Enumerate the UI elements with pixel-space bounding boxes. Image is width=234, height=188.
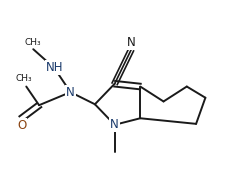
Text: O: O [17, 119, 26, 132]
Text: CH₃: CH₃ [25, 38, 42, 47]
Text: CH₃: CH₃ [16, 74, 32, 83]
Text: N: N [127, 36, 135, 49]
Text: N: N [66, 86, 75, 99]
Text: NH: NH [45, 61, 63, 74]
Text: N: N [110, 118, 119, 131]
